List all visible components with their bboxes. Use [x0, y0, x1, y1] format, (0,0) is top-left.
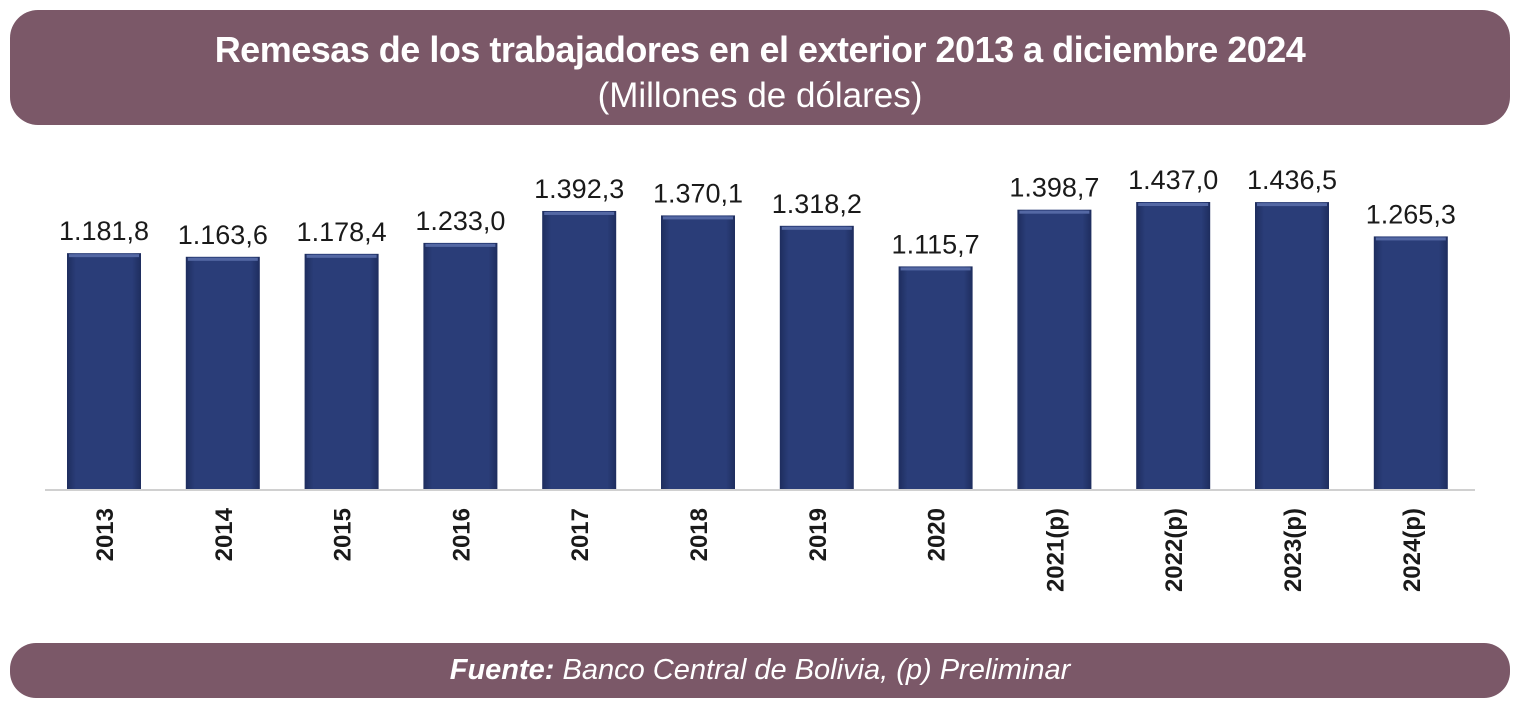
- bar-top-highlight: [425, 243, 496, 247]
- bar-top-highlight: [781, 226, 852, 230]
- x-tick-label: 2022(p): [1161, 508, 1188, 592]
- bar-2021(p): [1017, 209, 1092, 490]
- bar-2023(p): [1255, 202, 1329, 490]
- bar-top-highlight: [306, 254, 377, 258]
- source-text: Banco Central de Bolivia, (p) Preliminar: [554, 654, 1071, 686]
- bar-2019: [779, 225, 854, 490]
- x-tick-label: 2023(p): [1280, 508, 1307, 592]
- x-tick-label: 2019: [805, 508, 832, 561]
- data-label: 1.392,3: [534, 174, 624, 204]
- chart-title: Remesas de los trabajadores en el exteri…: [214, 29, 1306, 70]
- data-label: 1.398,7: [1009, 173, 1099, 203]
- x-tick-label: 2013: [92, 508, 119, 561]
- bar-top-highlight: [1138, 203, 1209, 206]
- bar-top-highlight: [544, 211, 615, 215]
- bar-top-highlight: [69, 254, 139, 258]
- bar-2017: [542, 210, 617, 490]
- x-tick-label: 2024(p): [1399, 508, 1426, 592]
- bar-2015: [304, 253, 379, 490]
- bar-top-highlight: [900, 267, 971, 271]
- bar-2018: [661, 215, 735, 490]
- x-tick-label: 2017: [567, 508, 594, 561]
- x-tick-label: 2014: [211, 507, 238, 561]
- x-tick-label: 2021(p): [1042, 508, 1069, 592]
- bar-top-highlight: [1019, 210, 1090, 214]
- bar-2013: [67, 253, 141, 490]
- bar-top-highlight: [1375, 237, 1446, 241]
- x-tick-label: 2015: [330, 508, 357, 561]
- data-label: 1.163,6: [178, 220, 268, 250]
- bar-2022(p): [1136, 202, 1211, 490]
- data-label: 1.370,1: [653, 178, 743, 208]
- x-tick-label: 2018: [686, 508, 713, 561]
- data-label: 1.318,2: [772, 189, 862, 219]
- x-tick-label: 2016: [448, 508, 475, 561]
- data-label: 1.181,8: [59, 216, 149, 246]
- source-label: Fuente:: [449, 654, 555, 686]
- bar-top-highlight: [187, 257, 258, 261]
- chart-area: 1.181,8 2013 1.163,6 2014 1.178,4 2015 1.233,0…: [0, 130, 1520, 635]
- data-label: 1.437,0: [1128, 165, 1218, 195]
- bar-2014: [185, 256, 260, 490]
- chart-subtitle: (Millones de dólares): [597, 76, 923, 115]
- bar-top-highlight: [663, 216, 733, 220]
- data-label: 1.115,7: [892, 229, 980, 259]
- bar-top-highlight: [1257, 203, 1327, 207]
- data-label: 1.265,3: [1366, 199, 1456, 229]
- bar-2016: [423, 242, 498, 490]
- bar-2020: [898, 266, 973, 490]
- x-tick-label: 2020: [924, 508, 951, 561]
- data-label: 1.233,0: [415, 206, 505, 236]
- bar-2024(p): [1373, 236, 1448, 490]
- data-label: 1.436,5: [1247, 165, 1337, 195]
- source-footer: Fuente: Banco Central de Bolivia, (p) Pr…: [10, 643, 1510, 698]
- data-label: 1.178,4: [297, 217, 387, 247]
- bar-chart: 1.181,8 2013 1.163,6 2014 1.178,4 2015 1.233,0…: [45, 165, 1475, 592]
- title-banner: Remesas de los trabajadores en el exteri…: [10, 10, 1510, 125]
